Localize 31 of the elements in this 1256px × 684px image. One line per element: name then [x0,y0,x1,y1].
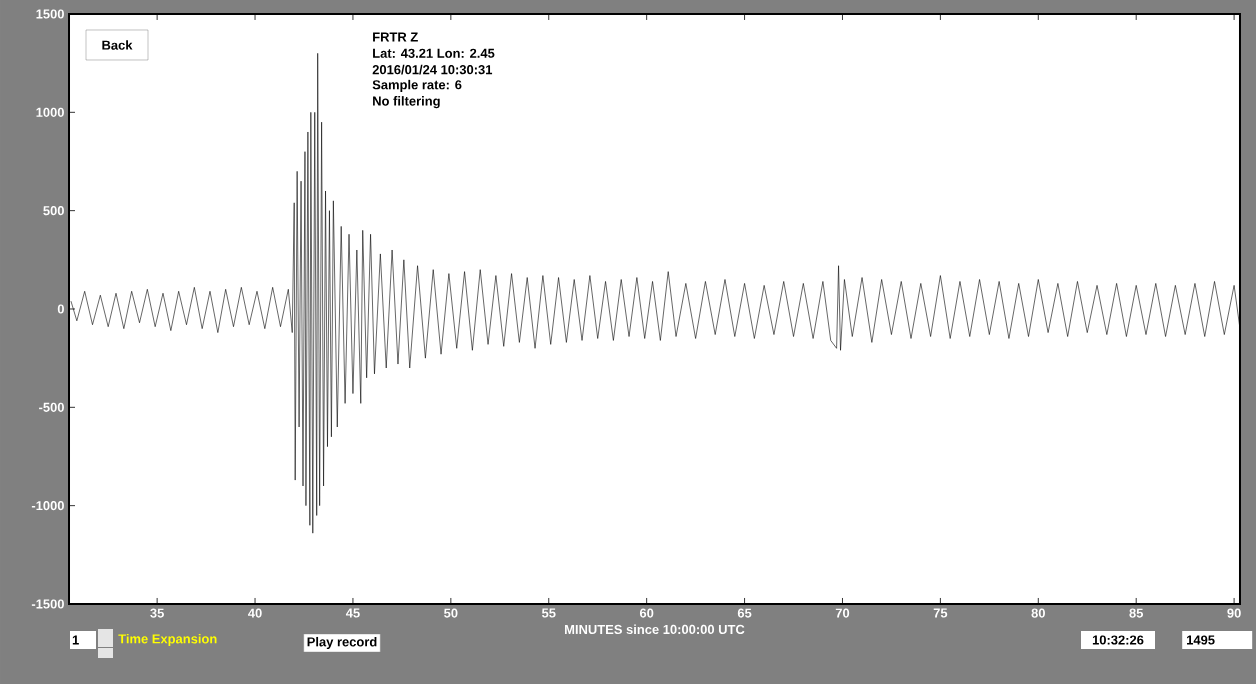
y-tick-label: -500 [39,402,64,412]
y-tick-label: -1500 [31,599,64,609]
x-tick-label: 80 [1031,608,1045,618]
y-tick-label: 500 [43,206,64,216]
x-tick-label: 90 [1227,608,1241,618]
annotation: 2016/01/24 10:30:31 [372,64,493,75]
x-tick-label: 60 [639,608,654,618]
text: Time Expansion [118,633,217,647]
x-tick-label: 85 [1129,608,1144,618]
y-tick-label: -1000 [31,501,64,511]
x-tick-label: 65 [737,608,752,618]
x-tick-label: 45 [345,608,360,618]
text: 1 [72,635,79,645]
y-tick-label: 0 [57,304,64,314]
x-tick-label: 70 [835,608,850,618]
x-tick-label: 50 [444,608,458,618]
annotation: Lat: 43.21 Lon: 2.45 [373,48,495,58]
annotation: No filtering [373,96,440,109]
x-tick-label: 75 [933,608,948,618]
annotation: FRTR Z [373,32,418,42]
text: Play record [307,636,377,650]
x-tick-label: 40 [248,608,262,618]
x-tick-label: 35 [150,608,164,618]
annotation: Sample rate: 6 [372,79,462,92]
text: 1495 [1187,635,1215,645]
text: 10:32:26 [1092,635,1144,645]
x-axis-title: MINUTES since 10:00:00 UTC [565,624,745,635]
x-tick-label: 55 [541,608,556,618]
y-tick-label: 1500 [36,9,64,19]
annotation: Back [102,40,133,50]
y-tick-label: 1000 [36,107,64,117]
